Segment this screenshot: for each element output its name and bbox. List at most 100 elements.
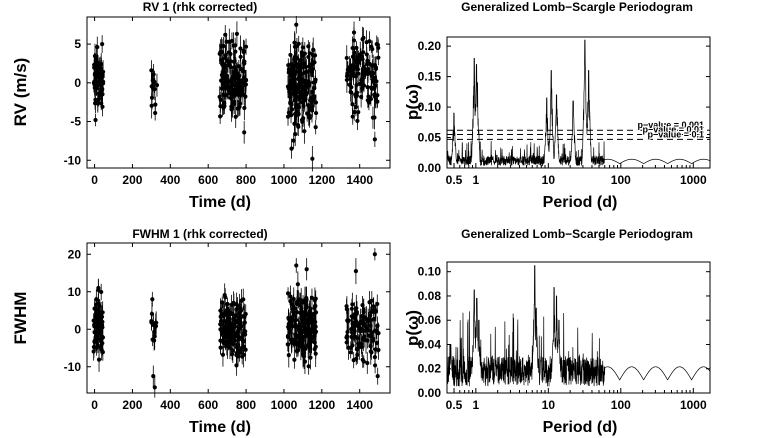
data-point <box>372 355 378 360</box>
data-point <box>231 43 236 48</box>
data-point <box>357 327 363 332</box>
data-point <box>365 58 370 63</box>
data-point <box>308 355 313 360</box>
periodogram-panel-1: 0.5 1 10 100 1000 0.00 0.05 0.10 0.15 0.20 p−value… <box>403 0 711 211</box>
data-point <box>289 146 294 151</box>
data-point <box>152 79 157 84</box>
data-point <box>302 78 307 83</box>
data-point <box>349 306 354 311</box>
data-point <box>294 263 299 268</box>
data-point <box>302 321 307 326</box>
data-point <box>307 64 312 69</box>
data-point <box>230 75 235 80</box>
data-point <box>313 100 319 105</box>
x-axis-label: Time (d) <box>189 419 251 436</box>
data-point <box>373 97 379 103</box>
data-point <box>363 69 368 75</box>
data-point <box>218 338 223 343</box>
data-point <box>374 42 379 47</box>
data-point <box>223 73 229 78</box>
data-point <box>242 130 247 135</box>
data-point <box>228 88 233 94</box>
data-point <box>355 67 361 72</box>
data-point <box>233 318 238 323</box>
data-point <box>376 45 381 51</box>
periodogram-line <box>446 39 711 167</box>
data-point <box>289 338 294 343</box>
data-point <box>286 353 291 358</box>
data-point <box>229 104 234 109</box>
data-point <box>359 341 364 346</box>
data-point <box>150 297 155 302</box>
data-point <box>360 303 365 308</box>
data-point <box>359 94 364 100</box>
data-point <box>99 314 105 319</box>
data-point <box>293 132 298 137</box>
data-point <box>219 311 224 317</box>
data-point <box>300 119 305 124</box>
data-point <box>373 83 378 88</box>
data-point <box>353 104 359 110</box>
data-point <box>290 315 295 320</box>
data-point <box>312 86 317 91</box>
data-point <box>239 298 244 303</box>
data-point <box>230 348 235 353</box>
data-point <box>372 63 378 68</box>
data-point <box>233 114 238 119</box>
data-point <box>91 344 97 350</box>
data-point <box>93 302 99 307</box>
data-point <box>287 321 293 327</box>
data-point <box>293 113 298 118</box>
data-point <box>228 311 233 316</box>
data-point <box>295 299 300 304</box>
data-point <box>294 317 299 323</box>
data-point <box>150 337 155 342</box>
x-tick-label: 600 <box>198 173 218 187</box>
data-point <box>234 302 239 307</box>
data-point <box>242 61 247 66</box>
x-tick-label: 1200 <box>308 398 335 412</box>
data-point <box>355 347 360 352</box>
data-point <box>229 38 235 44</box>
data-point <box>93 330 98 335</box>
data-point <box>100 42 105 47</box>
data-point <box>243 77 248 82</box>
y-tick-label: 0.04 <box>418 337 442 351</box>
y-tick-label: 0.08 <box>418 289 442 303</box>
data-point <box>370 115 376 120</box>
data-point <box>98 90 103 96</box>
data-point <box>225 334 230 339</box>
data-point <box>344 55 349 61</box>
x-tick-label: 1000 <box>271 398 298 412</box>
data-point <box>374 340 379 346</box>
data-point <box>223 339 228 344</box>
chart-title: Generalized Lomb−Scargle Periodogram <box>461 0 693 14</box>
plot-frame <box>86 242 391 394</box>
data-point <box>355 336 360 341</box>
data-point <box>299 311 304 316</box>
x-tick-label: 1200 <box>308 173 335 187</box>
x-tick-label: 0 <box>91 398 98 412</box>
periodogram-line <box>446 265 711 387</box>
data-point <box>306 83 311 88</box>
data-point <box>357 81 363 87</box>
data-point <box>351 30 357 35</box>
data-point <box>354 309 359 315</box>
data-point <box>348 76 353 82</box>
x-tick-label: 1000 <box>680 173 707 187</box>
data-point <box>304 267 309 272</box>
x-tick-label: 1400 <box>346 398 373 412</box>
x-tick-label: 800 <box>236 398 256 412</box>
data-point <box>311 311 317 317</box>
data-point <box>352 315 358 321</box>
data-point <box>354 356 359 361</box>
data-point <box>371 316 377 322</box>
data-point <box>220 300 225 305</box>
data-point <box>93 97 98 102</box>
y-axis-label: FWHM <box>11 292 30 345</box>
data-point <box>296 64 301 69</box>
data-point <box>298 58 303 63</box>
data-point <box>288 68 294 73</box>
data-point <box>370 47 375 52</box>
x-tick-label: 100 <box>611 173 631 187</box>
